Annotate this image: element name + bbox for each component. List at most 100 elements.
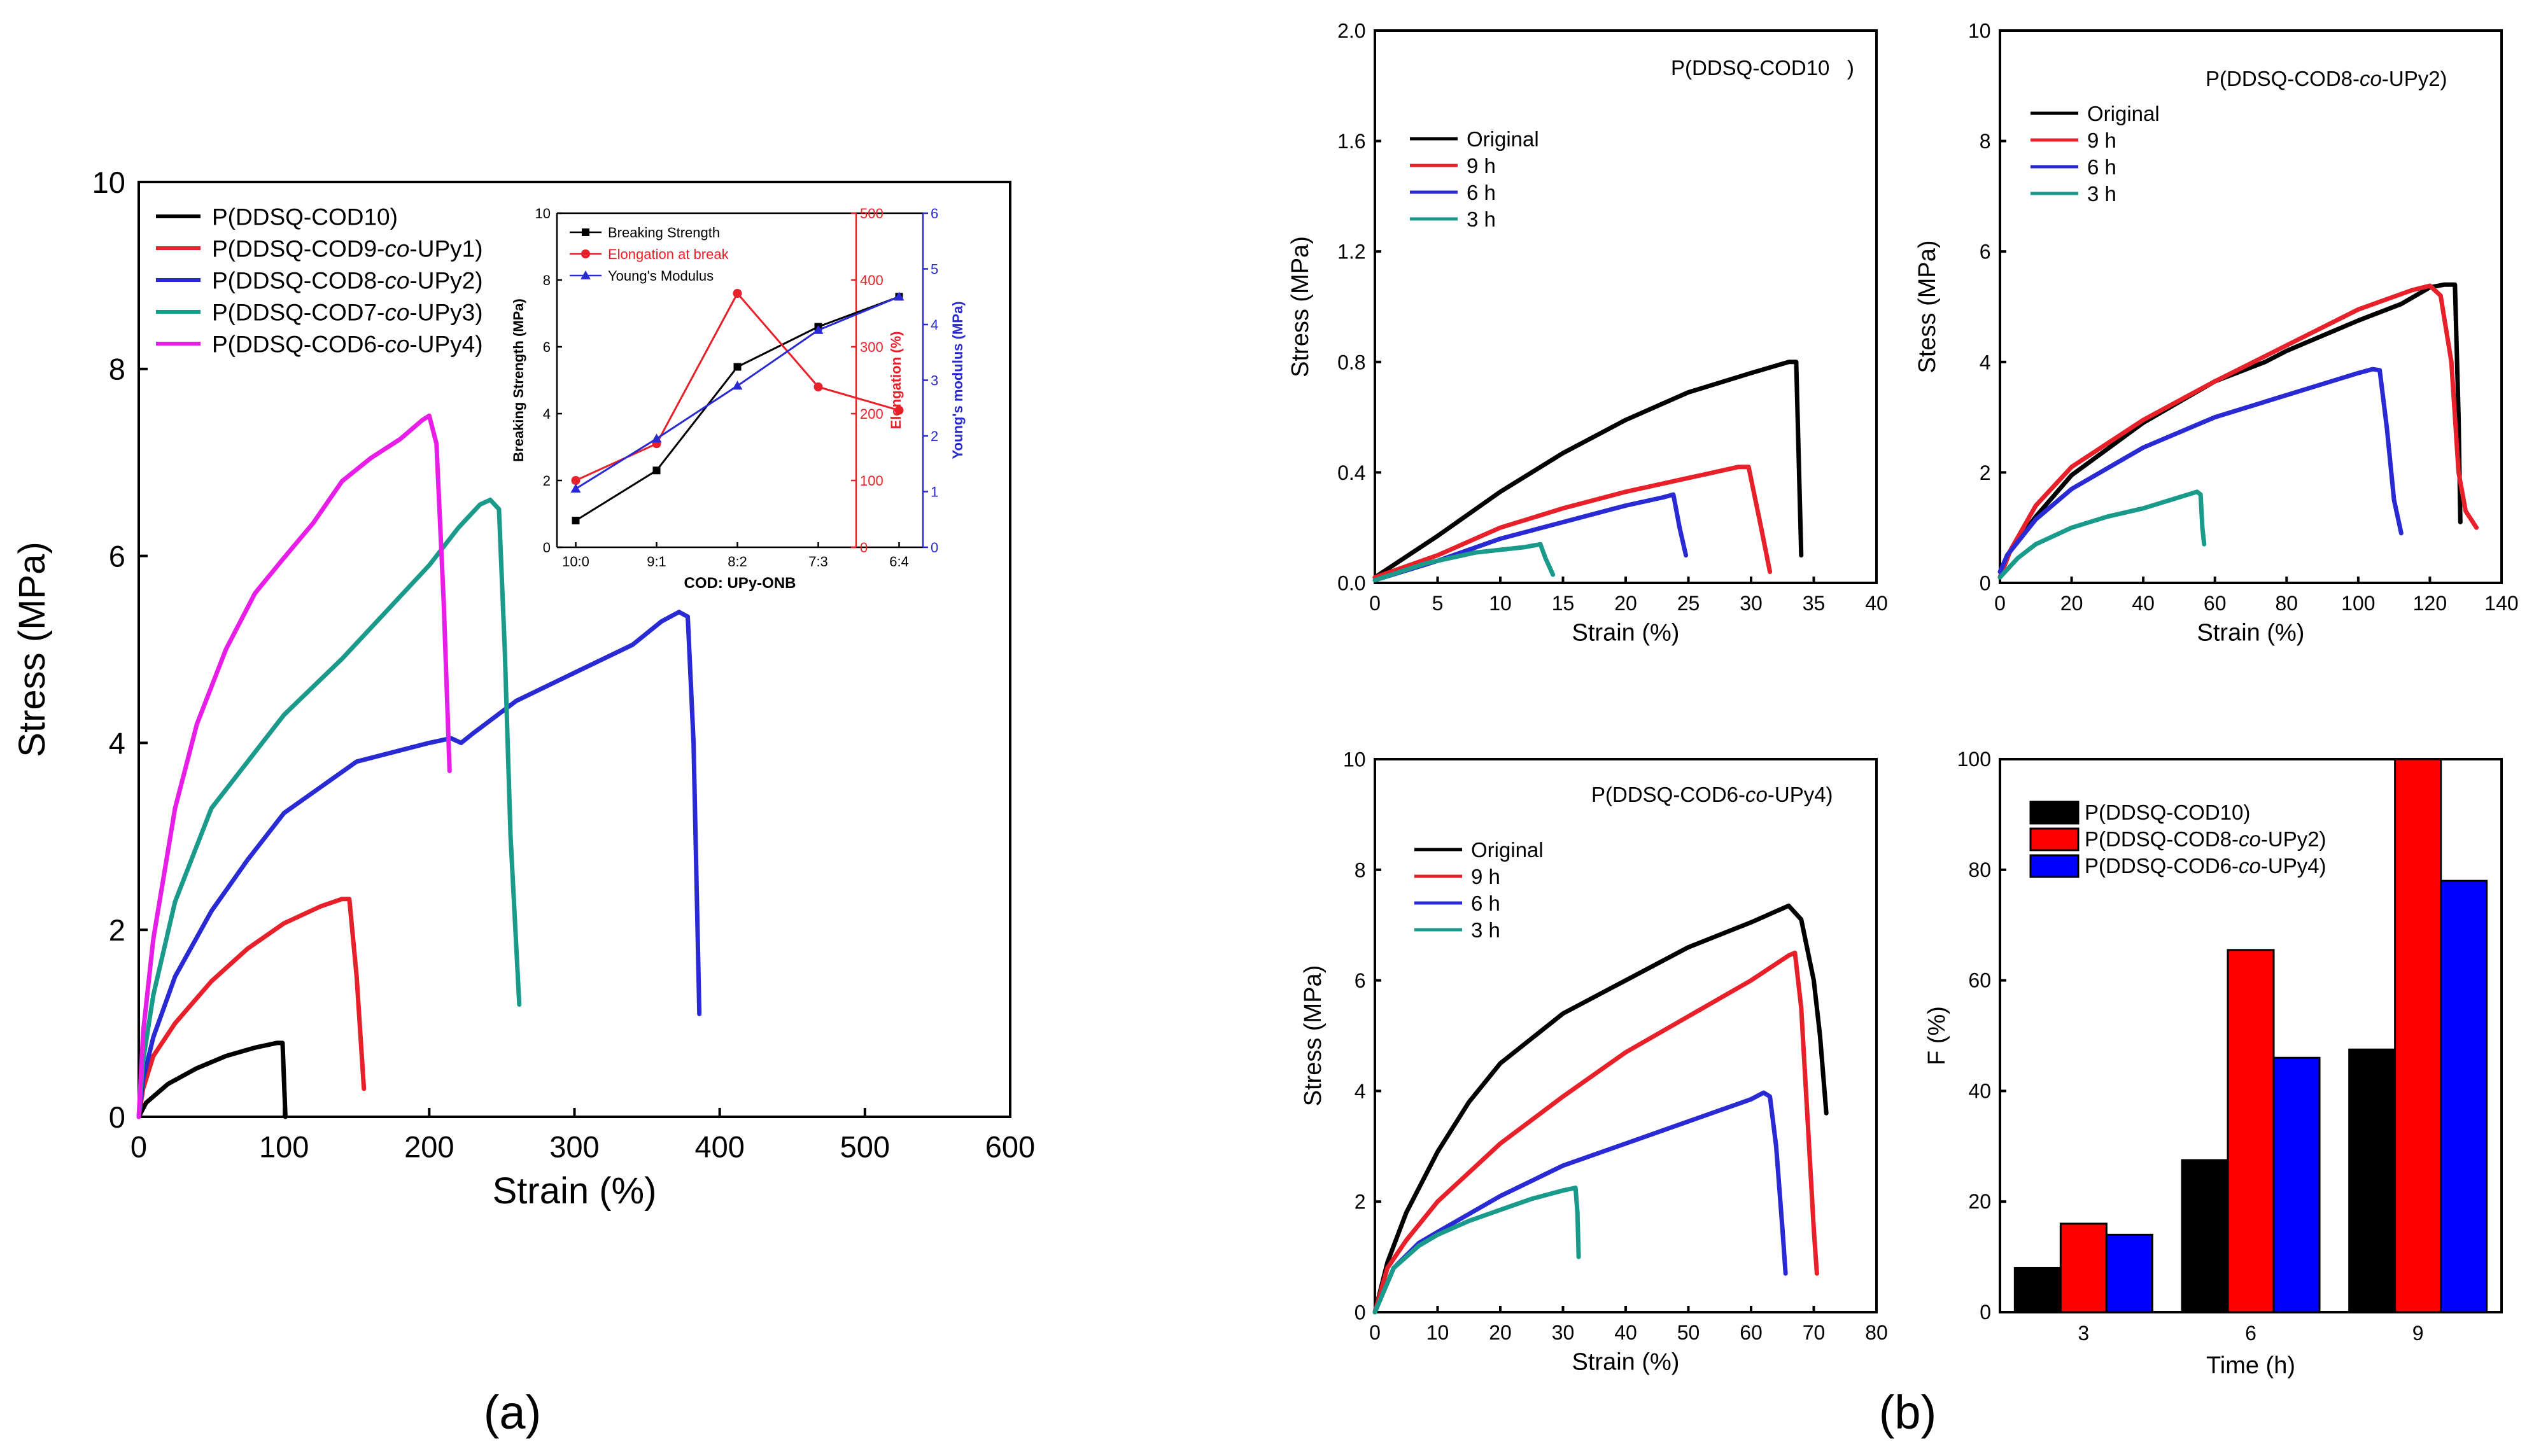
inset-left-tick-label: 6: [543, 339, 551, 355]
b3-series-line-3: [1372, 1186, 1581, 1315]
b4-legend-label-2: P(DDSQ-COD6-co-UPy4): [2085, 854, 2326, 878]
b4-x-tick-label: 6: [2245, 1322, 2256, 1345]
main-y-tick-label: 2: [109, 913, 125, 947]
b1-series-line-3: [1372, 542, 1556, 583]
inset-point-circle: [571, 476, 581, 485]
main-y-axis-label: Stress (MPa): [11, 542, 53, 757]
main-legend-label-0: P(DDSQ-COD10): [212, 204, 398, 230]
main-x-axis-label: Strain (%): [493, 1170, 657, 1212]
b3-legend-label-1: 9 h: [1471, 865, 1500, 888]
main-series-line-3: [136, 498, 522, 1119]
b2-y-tick-label: 2: [1980, 461, 1991, 484]
b2-x-tick-label: 100: [2341, 592, 2375, 615]
b3-y-tick-label: 0: [1355, 1301, 1366, 1324]
b2-legend-label-2: 6 h: [2087, 155, 2116, 179]
b4-y-tick-label: 100: [1957, 748, 1991, 771]
b4-legend-swatch-2: [2029, 854, 2080, 878]
b1-y-tick-label: 0.4: [1337, 461, 1365, 484]
b1-y-tick-label: 2.0: [1337, 20, 1365, 43]
b4-bar-1-0: [2059, 1222, 2108, 1313]
main-x-tick-label: 300: [549, 1130, 599, 1163]
b2-x-tick-label: 0: [1994, 592, 2006, 615]
b1-title: P(DDSQ-COD10 ): [1671, 56, 1854, 80]
b1-y-tick-label: 1.2: [1337, 241, 1365, 263]
main-y-tick-label: 8: [109, 353, 125, 386]
inset-right-tick-label: 6: [931, 206, 938, 221]
inset-mid-tick-label: 300: [860, 339, 883, 355]
b4-bar-2-1: [2272, 1056, 2321, 1313]
inset-x-tick-label: 7:3: [808, 554, 828, 570]
b3-x-axis-label: Strain (%): [1572, 1349, 1680, 1376]
b3-x-tick-label: 40: [1614, 1321, 1637, 1344]
inset-x-tick-label: 8:2: [728, 554, 747, 570]
chart-b4: 0 20 40 60 80 100 3 6 9 Time (h) F (%) P(DDSQ-COD10…: [1924, 748, 2503, 1379]
main-x-tick-label: 600: [985, 1130, 1035, 1163]
inset-right-tick-label: 1: [931, 484, 938, 500]
chart-b3: 0 10 20 30 40 50 60 70 80 0 2 4 6 8 10 Strain (%) Stress…: [1300, 748, 1888, 1376]
b1-series-line-0: [1372, 360, 1804, 580]
main-legend-label-4: P(DDSQ-COD6-co-UPy4): [212, 331, 483, 357]
inset-point-triangle: [732, 381, 743, 390]
inset-legend-label-1: Elongation at break: [608, 246, 729, 262]
inset-right-axis-label: Young's modulus (MPa): [950, 301, 966, 459]
b3-y-tick-label: 2: [1355, 1191, 1366, 1214]
main-series-line-2: [136, 610, 702, 1119]
main-y-tick-label: 0: [109, 1100, 125, 1134]
inset-x-tick-label: 10:0: [562, 554, 589, 570]
b3-x-tick-label: 10: [1426, 1321, 1449, 1344]
main-y-tick-label: 4: [109, 726, 125, 760]
b4-bar-0-2: [2348, 1048, 2397, 1313]
b3-y-axis-label: Stress (MPa): [1300, 965, 1327, 1107]
b4-legend-label-0: P(DDSQ-COD10): [2085, 801, 2250, 824]
main-x-tick-label: 0: [130, 1130, 147, 1163]
b2-x-tick-label: 20: [2060, 592, 2083, 615]
inset-point-square: [572, 517, 580, 524]
inset-right-tick-label: 2: [931, 428, 938, 444]
b1-x-tick-label: 30: [1740, 592, 1763, 615]
b4-y-tick-label: 80: [1968, 858, 1991, 881]
b4-legend-swatch-1: [2029, 827, 2080, 851]
b3-x-tick-label: 0: [1369, 1321, 1381, 1344]
inset-legend-marker: [582, 228, 589, 236]
b2-series-line-0: [1997, 282, 2463, 580]
inset-point-square: [733, 363, 742, 371]
b2-y-tick-label: 6: [1980, 241, 1991, 263]
b4-x-tick-label: 9: [2412, 1322, 2424, 1345]
inset-mid-tick-label: 200: [860, 406, 883, 422]
main-series-line-1: [136, 897, 367, 1119]
main-y-tick-label: 6: [109, 540, 125, 573]
b4-y-axis-label: F (%): [1924, 1006, 1950, 1065]
inset-legend-label-0: Breaking Strength: [608, 225, 720, 241]
b3-legend-label-0: Original: [1471, 838, 1544, 862]
main-x-tick-label: 200: [404, 1130, 454, 1163]
b3-legend-label-3: 3 h: [1471, 918, 1500, 942]
inset-left-tick-label: 2: [543, 473, 551, 489]
inset-left-tick-label: 10: [535, 206, 551, 221]
inset-right-tick-label: 0: [931, 540, 938, 556]
b4-y-tick-label: 0: [1980, 1301, 1991, 1324]
b2-x-tick-label: 60: [2204, 592, 2227, 615]
b2-legend-label-0: Original: [2087, 102, 2160, 125]
main-legend-label-3: P(DDSQ-COD7-co-UPy3): [212, 299, 483, 325]
b4-bar-0-0: [2013, 1266, 2062, 1313]
inset-right-tick-label: 3: [931, 373, 938, 389]
inset-mid-tick-label: 500: [860, 206, 883, 221]
b1-x-tick-label: 35: [1803, 592, 1826, 615]
b1-y-tick-label: 0.8: [1337, 351, 1365, 374]
inset-point-square: [652, 466, 661, 475]
inset-series-line-2: [575, 295, 900, 490]
b3-y-tick-label: 10: [1343, 748, 1366, 771]
b3-x-tick-label: 80: [1865, 1321, 1888, 1344]
b4-legend-swatch-0: [2029, 801, 2080, 825]
b1-x-tick-label: 25: [1677, 592, 1700, 615]
b1-legend-label-0: Original: [1467, 127, 1539, 151]
inset-mid-tick-label: 100: [860, 473, 883, 489]
b1-x-tick-label: 0: [1369, 592, 1381, 615]
inset-legend-label-2: Young's Modulus: [608, 268, 714, 284]
b2-series-line-2: [1997, 367, 2404, 575]
b2-legend-label-1: 9 h: [2087, 129, 2116, 152]
b3-y-tick-label: 8: [1355, 858, 1366, 881]
